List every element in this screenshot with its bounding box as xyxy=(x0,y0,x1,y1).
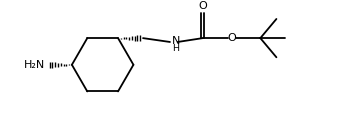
Text: O: O xyxy=(227,33,236,43)
Text: N: N xyxy=(172,36,180,46)
Text: H: H xyxy=(172,44,179,53)
Text: H₂N: H₂N xyxy=(24,60,45,70)
Text: O: O xyxy=(198,1,207,11)
